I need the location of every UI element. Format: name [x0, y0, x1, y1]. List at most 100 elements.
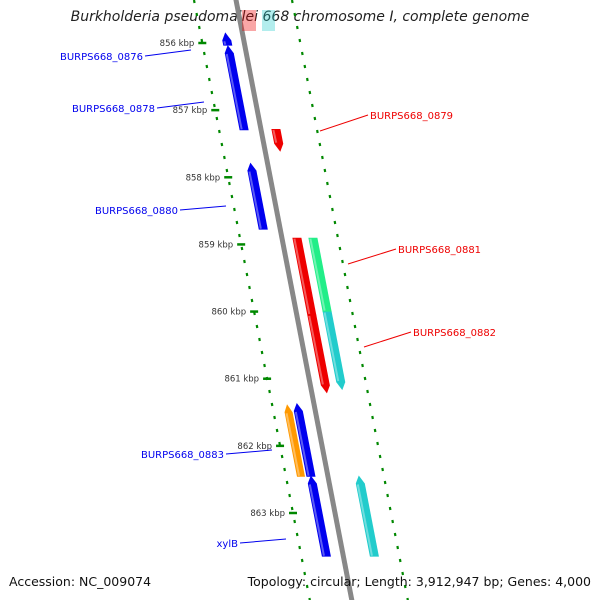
faded-feature-fragment — [242, 10, 256, 31]
gene-feature-highlight — [294, 411, 310, 476]
right-dot-track-dot — [298, 38, 302, 43]
right-dot-track-dot — [381, 467, 384, 472]
gene-feature-arrow[interactable] — [307, 475, 331, 557]
gene-feature-arrow[interactable] — [355, 475, 379, 557]
gene-label[interactable]: xylB — [217, 538, 287, 550]
left-dot-track-dot — [212, 103, 216, 108]
right-dot-track-dot — [401, 571, 405, 576]
gene-label[interactable]: BURPS668_0878 — [72, 101, 205, 115]
left-dot-track-dot — [223, 155, 226, 160]
gene-label[interactable]: BURPS668_0880 — [95, 205, 227, 217]
gene-label[interactable]: BURPS668_0882 — [363, 328, 496, 348]
left-dot-track-dot — [268, 389, 271, 394]
right-dot-track-dot — [351, 311, 354, 316]
left-dot-track-dot — [283, 467, 286, 472]
left-dot-track-dot — [280, 454, 284, 459]
chromosome-backbone — [233, 0, 355, 600]
right-dot-track-dot — [356, 337, 359, 342]
gene-feature-arrow[interactable] — [271, 128, 284, 152]
right-dot-track-dot — [341, 259, 344, 264]
gene-feature-arrow[interactable] — [292, 237, 317, 323]
gene-feature-arrow[interactable] — [222, 32, 233, 46]
gene-label-text: BURPS668_0878 — [72, 104, 155, 115]
right-dot-track-dot — [290, 0, 294, 4]
gene-feature-highlight — [293, 238, 311, 315]
tick-label: 863 kbp — [250, 509, 285, 519]
left-dot-track-dot — [285, 480, 289, 485]
left-dot-track-dot — [300, 558, 304, 563]
tick-label: 856 kbp — [160, 39, 195, 49]
gene-label-leader — [319, 114, 369, 132]
left-dot-track-dot — [258, 337, 261, 342]
gene-feature-arrow[interactable] — [284, 404, 306, 477]
gene-label-text: BURPS668_0881 — [398, 245, 481, 256]
right-dot-track-dot — [376, 441, 379, 446]
right-dot-track-dot — [313, 116, 317, 121]
gene-label[interactable]: BURPS668_0876 — [60, 49, 192, 63]
right-dot-track-dot — [328, 194, 332, 199]
gene-label-text: BURPS668_0883 — [141, 450, 224, 461]
left-dot-track-dot — [255, 324, 259, 329]
right-dot-track-dot — [386, 493, 390, 498]
tick-dot-track — [192, 0, 409, 600]
left-dot-track-dot — [228, 181, 231, 186]
left-dot-track-dot — [215, 116, 219, 121]
accession-text: Accession: NC_009074 — [9, 574, 152, 589]
right-dot-track-dot — [353, 324, 357, 329]
right-dot-track-dot — [346, 285, 349, 290]
right-dot-track-dot — [333, 220, 337, 225]
gene-feature-arrow[interactable] — [322, 311, 346, 391]
right-dot-track-dot — [383, 480, 387, 485]
left-dot-track-dot — [207, 77, 211, 82]
right-dot-track-dot — [398, 558, 402, 563]
right-dot-track-dot — [371, 415, 374, 420]
gene-feature-arrow[interactable] — [308, 237, 332, 320]
left-dot-track-dot — [197, 25, 201, 30]
left-dot-track-dot — [263, 363, 266, 368]
right-dot-track-dot — [338, 246, 342, 251]
feature-layer — [222, 10, 379, 557]
left-dot-track-dot — [275, 428, 279, 433]
left-dot-track-dot — [195, 12, 199, 17]
left-dot-track-dot — [245, 272, 249, 277]
gene-label-leader — [363, 331, 412, 348]
left-dot-track-dot — [293, 519, 297, 524]
left-dot-track-dot — [225, 168, 229, 173]
left-dot-track-dot — [250, 298, 254, 303]
right-dot-track-dot — [368, 402, 372, 407]
gene-label[interactable]: BURPS668_0879 — [319, 111, 453, 132]
gene-feature-highlight — [248, 171, 262, 229]
gene-feature-arrow[interactable] — [224, 45, 249, 131]
left-dot-track-dot — [192, 0, 196, 4]
left-dot-track-dot — [220, 142, 224, 147]
gene-label-text: xylB — [217, 539, 239, 550]
right-dot-track-dot — [348, 298, 352, 303]
right-dot-track-dot — [310, 103, 314, 108]
left-dot-track-dot — [305, 584, 309, 589]
right-dot-track-dot — [361, 363, 364, 368]
gene-label[interactable]: BURPS668_0881 — [347, 245, 481, 265]
left-dot-track-dot — [303, 571, 307, 576]
gene-feature-body — [355, 475, 379, 557]
gene-label[interactable]: BURPS668_0883 — [141, 449, 273, 461]
tick-label: 862 kbp — [237, 442, 272, 452]
gene-feature-arrow[interactable] — [247, 162, 268, 230]
gene-feature-highlight — [309, 238, 326, 311]
gene-feature-body — [284, 404, 306, 477]
right-dot-track-dot — [308, 90, 312, 95]
faded-feature-fragment — [262, 10, 275, 31]
right-dot-track-dot — [331, 207, 334, 212]
right-dot-track-dot — [316, 129, 319, 134]
gene-feature-body — [224, 45, 249, 131]
right-dot-track-dot — [293, 12, 297, 17]
left-dot-track-dot — [290, 506, 294, 511]
left-dot-track-dot — [238, 233, 241, 238]
left-dot-track-dot — [235, 220, 239, 225]
left-dot-track-dot — [205, 64, 209, 69]
left-dot-track-dot — [243, 259, 246, 264]
gene-feature-arrow[interactable] — [293, 402, 316, 477]
right-dot-track-dot — [323, 168, 327, 173]
gene-feature-arrow[interactable] — [307, 314, 330, 394]
left-dot-track-dot — [270, 402, 274, 407]
right-dot-track-dot — [391, 519, 395, 524]
